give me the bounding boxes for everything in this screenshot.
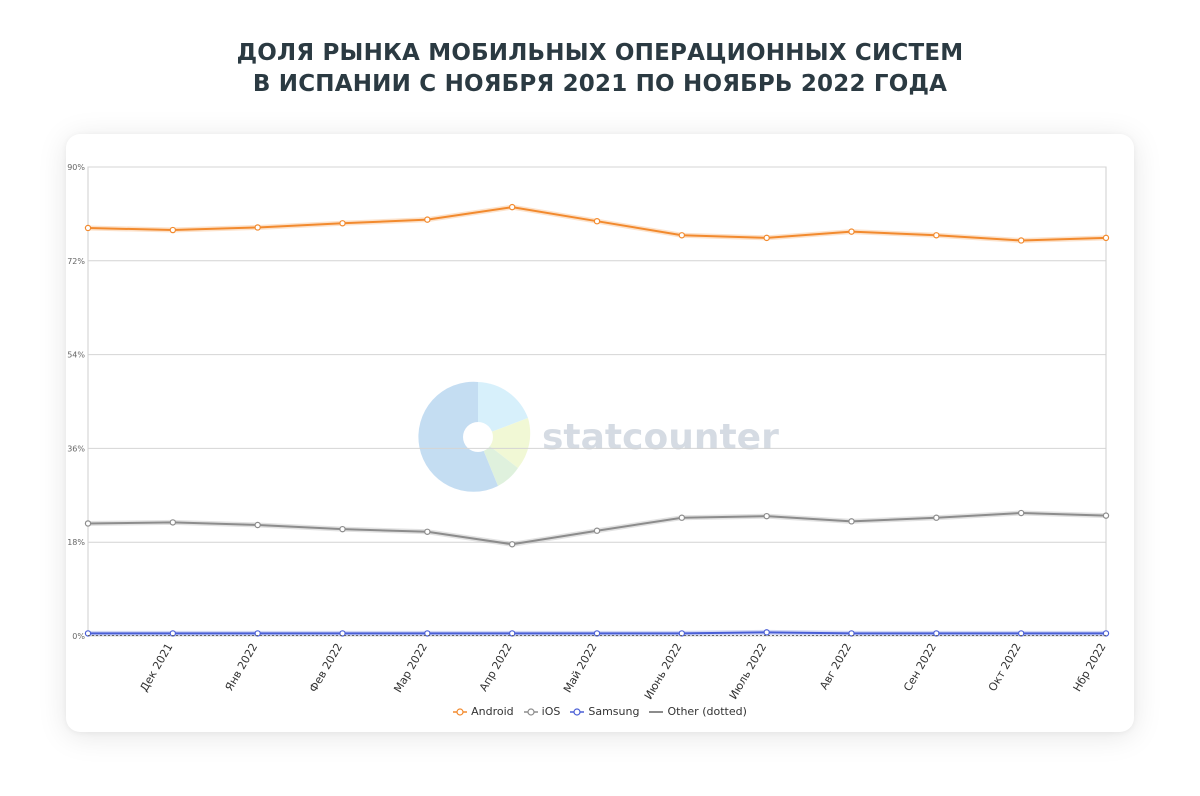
x-tick-label: Авг 2022 <box>817 641 854 692</box>
data-point[interactable] <box>848 518 855 525</box>
legend-circle-icon <box>523 707 538 716</box>
data-point[interactable] <box>339 220 346 227</box>
data-point[interactable] <box>84 224 92 232</box>
chart-title-line1: ДОЛЯ РЫНКА МОБИЛЬНЫХ ОПЕРАЦИОННЫХ СИСТЕМ <box>236 40 964 66</box>
data-point[interactable] <box>678 514 686 521</box>
legend-item[interactable]: Samsung <box>570 705 639 718</box>
data-point[interactable] <box>339 630 346 637</box>
statcounter-watermark: statcounter <box>418 381 779 492</box>
chart-title-line2: В ИСПАНИИ С НОЯБРЯ 2021 ПО НОЯБРЬ 2022 Г… <box>252 71 948 97</box>
y-tick-label: 54% <box>67 351 85 360</box>
data-point[interactable] <box>678 630 686 637</box>
data-point[interactable] <box>933 232 940 239</box>
data-point[interactable] <box>424 630 431 637</box>
x-tick-label: Мар 2022 <box>391 641 430 695</box>
legend-label: iOS <box>541 705 561 718</box>
data-point[interactable] <box>933 514 940 521</box>
legend-label: Android <box>471 705 514 718</box>
data-point[interactable] <box>763 629 770 636</box>
data-point[interactable] <box>169 630 177 637</box>
legend-label: Samsung <box>588 705 640 718</box>
y-tick-label: 0% <box>72 632 85 641</box>
data-point[interactable] <box>424 528 431 535</box>
y-tick-label: 36% <box>67 444 85 453</box>
series-samsung <box>84 629 1110 637</box>
series-ios <box>84 509 1110 548</box>
legend-label: Other (dotted) <box>667 705 747 718</box>
chart-legend: Android iOS Samsung Other (dotted) <box>0 705 1200 720</box>
data-point[interactable] <box>593 630 601 637</box>
data-point[interactable] <box>254 521 261 529</box>
data-point[interactable] <box>593 527 601 534</box>
y-tick-label: 90% <box>67 163 85 172</box>
data-point[interactable] <box>848 228 855 235</box>
y-tick-label: 18% <box>67 538 85 547</box>
legend-item[interactable]: Android <box>453 705 514 718</box>
data-point[interactable] <box>169 519 177 526</box>
x-tick-label: Янв 2022 <box>223 641 261 693</box>
x-tick-label: Май 2022 <box>561 641 600 695</box>
x-tick-label: Апр 2022 <box>477 641 515 694</box>
x-tick-label: Окт 2022 <box>986 641 1024 694</box>
legend-line-icon <box>649 710 664 713</box>
x-tick-label: Нбр 2022 <box>1071 641 1109 694</box>
data-point[interactable] <box>508 541 516 548</box>
legend-item[interactable]: iOS <box>523 705 561 718</box>
data-point[interactable] <box>1102 512 1110 519</box>
data-point[interactable] <box>254 224 261 231</box>
data-point[interactable] <box>763 512 770 520</box>
data-point[interactable] <box>84 520 92 527</box>
statcounter-logo-icon <box>418 381 531 492</box>
data-point[interactable] <box>1017 509 1025 517</box>
data-point[interactable] <box>763 234 770 242</box>
series-android <box>84 203 1110 244</box>
data-point[interactable] <box>508 203 516 211</box>
legend-circle-icon <box>570 707 585 716</box>
data-point[interactable] <box>848 630 855 637</box>
x-tick-label: Дек 2021 <box>137 641 175 694</box>
data-point[interactable] <box>1017 237 1025 244</box>
x-tick-label: Фев 2022 <box>307 641 345 694</box>
legend-item[interactable]: Other (dotted) <box>649 705 747 718</box>
data-point[interactable] <box>593 217 601 225</box>
x-tick-label: Июнь 2022 <box>642 641 685 702</box>
data-point[interactable] <box>424 216 431 223</box>
data-point[interactable] <box>339 525 346 533</box>
data-point[interactable] <box>508 630 516 637</box>
data-point[interactable] <box>169 226 177 234</box>
chart-title: ДОЛЯ РЫНКА МОБИЛЬНЫХ ОПЕРАЦИОННЫХ СИСТЕМ… <box>0 38 1200 100</box>
legend-circle-icon <box>453 707 468 716</box>
x-tick-label: Сен 2022 <box>901 641 939 694</box>
data-point[interactable] <box>1102 630 1110 637</box>
data-point[interactable] <box>84 630 92 637</box>
data-point[interactable] <box>254 630 261 637</box>
data-point[interactable] <box>933 630 940 637</box>
data-point[interactable] <box>1102 234 1110 242</box>
watermark-text: statcounter <box>542 417 779 458</box>
x-tick-label: Июль 2022 <box>727 641 770 702</box>
y-tick-label: 72% <box>67 257 85 266</box>
data-point[interactable] <box>678 232 686 239</box>
data-point[interactable] <box>1017 630 1025 637</box>
